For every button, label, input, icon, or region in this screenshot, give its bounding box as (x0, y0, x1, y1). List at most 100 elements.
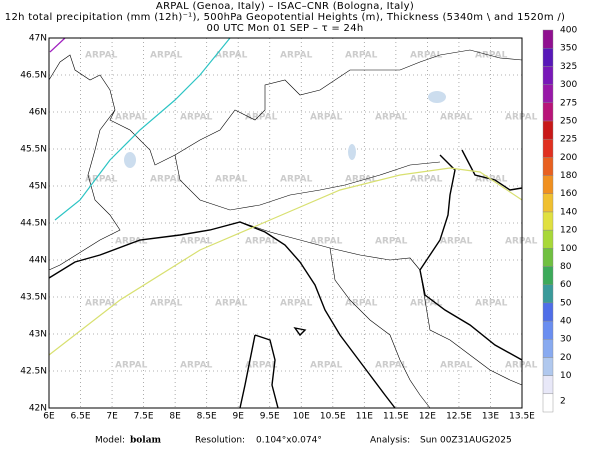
border (48, 49, 523, 166)
watermark: ARPAL (85, 175, 118, 185)
colorbar-label: 275 (560, 98, 577, 108)
colorbar-label: 400 (560, 26, 577, 36)
border (329, 247, 431, 409)
border (419, 269, 523, 386)
colorbar-label: 50 (560, 298, 572, 308)
lake (124, 152, 136, 168)
watermark: ARPAL (440, 237, 473, 247)
watermark: ARPAL (345, 51, 378, 61)
coastline (461, 149, 523, 191)
lat-label: 45N (29, 182, 47, 192)
graticule: ARPAL ARPAL ARPAL ARPAL ARPAL ARPAL ARPAL ARPAL… (49, 38, 538, 408)
lat-label: 43N (29, 330, 47, 340)
watermark: ARPAL (505, 361, 538, 371)
title-line: ARPAL (Genoa, Italy) – ISAC–CNR (Bologna… (156, 1, 414, 12)
watermark: ARPAL (475, 299, 508, 309)
footer-label: Resolution: (195, 436, 245, 446)
colorbar-label: 40 (560, 317, 572, 327)
lon-label: 8.5E (197, 412, 217, 422)
colorbar-segment (542, 375, 554, 395)
colorbar-segment (542, 302, 554, 322)
footer-label: Model: (95, 436, 125, 446)
colorbar-segment (542, 284, 554, 304)
watermark: ARPAL (150, 299, 183, 309)
lat-label: 44N (29, 256, 47, 266)
watermark: ARPAL (245, 361, 278, 371)
lat-label: 47N (29, 34, 47, 44)
colorbar-label: 10 (560, 371, 572, 381)
lat-label: 43.5N (20, 293, 47, 303)
colorbar: 2 10 20 30 40 50 60 80 100 120 140 160 180 200 225 250 2… (542, 26, 577, 413)
border (239, 221, 421, 271)
lon-label: 11E (356, 412, 373, 422)
colorbar-label: 100 (560, 244, 577, 254)
watermark: ARPAL (505, 113, 538, 123)
watermark: ARPAL (345, 299, 378, 309)
island (293, 326, 307, 337)
lat-label: 45.5N (20, 145, 47, 155)
coastline (419, 154, 523, 361)
lon-label: 11.5E (383, 412, 409, 422)
lat-label: 42N (29, 404, 47, 414)
lon-label: 12.5E (446, 412, 472, 422)
watermark: ARPAL (310, 113, 343, 123)
colorbar-segment (542, 266, 554, 285)
watermark: ARPAL (410, 175, 443, 185)
lat-label: 42.5N (20, 367, 47, 377)
title-line: 00 UTC Mon 01 SEP – τ = 24h (206, 23, 363, 34)
footer-label: Analysis: (370, 436, 410, 446)
watermark: ARPAL (115, 237, 148, 247)
watermark: ARPAL (150, 175, 183, 185)
plot-frame (48, 37, 523, 409)
lat-label: 46.5N (20, 71, 47, 81)
footer-value: 0.104°x0.074° (256, 436, 322, 446)
colorbar-segment (542, 29, 554, 49)
colorbar-label: 350 (560, 44, 577, 54)
lat-label: 44.5N (20, 219, 47, 229)
watermark: ARPAL (85, 299, 118, 309)
lon-label: 10.5E (320, 412, 346, 422)
watermark: ARPAL (215, 51, 248, 61)
watermark: ARPAL (245, 113, 278, 123)
lat-label: 46N (29, 108, 47, 118)
watermark: ARPAL (215, 299, 248, 309)
watermark: ARPAL (345, 175, 378, 185)
colorbar-segment (542, 84, 554, 103)
colorbar-segment (542, 320, 554, 340)
watermark: ARPAL (375, 361, 408, 371)
watermark: ARPAL (115, 361, 148, 371)
watermark: ARPAL (310, 361, 343, 371)
island (239, 334, 279, 409)
colorbar-label: 325 (560, 62, 577, 72)
lon-label: 13.5E (509, 412, 535, 422)
watermark: ARPAL (180, 361, 213, 371)
lon-label: 7E (106, 412, 118, 422)
geography (48, 37, 523, 409)
colorbar-segment (542, 193, 554, 213)
watermark: ARPAL (440, 113, 473, 123)
height-contour (49, 37, 66, 53)
watermark: ARPAL (410, 51, 443, 61)
colorbar-segment (542, 339, 554, 358)
watermark: ARPAL (180, 113, 213, 123)
watermark: ARPAL (410, 299, 443, 309)
colorbar-label: 140 (560, 207, 577, 217)
title-line: 12h total precipitation (mm (12h)⁻¹), 50… (5, 12, 565, 23)
thickness-contour (48, 167, 523, 356)
colorbar-segment (542, 157, 554, 176)
colorbar-segment (542, 102, 554, 122)
colorbar-label: 225 (560, 135, 577, 145)
lon-label: 12E (419, 412, 436, 422)
border (48, 109, 121, 271)
colorbar-label: 160 (560, 189, 577, 199)
watermark: ARPAL (245, 237, 278, 247)
watermark: ARPAL (115, 113, 148, 123)
colorbar-label: 60 (560, 280, 572, 290)
colorbar-segment (542, 120, 554, 140)
colorbar-segment (542, 66, 554, 85)
colorbar-label: 300 (560, 80, 577, 90)
colorbar-label: 200 (560, 153, 577, 163)
watermark: ARPAL (505, 237, 538, 247)
footer-value: bolam (130, 436, 162, 446)
